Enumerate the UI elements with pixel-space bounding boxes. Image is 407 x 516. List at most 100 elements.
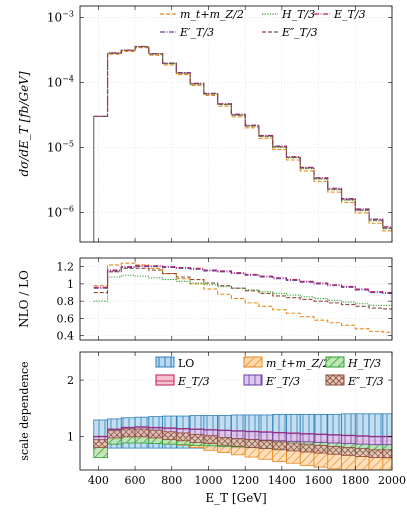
legend-label-ht: H_T/3 — [281, 8, 315, 21]
legend-label-mtmz: m_t+m_Z/2 — [180, 8, 244, 21]
y-tick-label: 0.4 — [57, 330, 75, 343]
band-bin-etpp — [244, 439, 260, 448]
band-bin-etpp — [382, 449, 392, 459]
main-y-axis-label: dσ/dE_T [fb/GeV] — [17, 71, 31, 176]
band-bin-etpp — [203, 435, 219, 444]
band-bin-etpp — [175, 432, 191, 442]
legend-swatch-band-et — [155, 374, 175, 386]
band-bin-etp — [313, 434, 329, 443]
legend-label-band-mtmz: m_t+m_Z/2 — [266, 357, 330, 370]
ratio-y-ticks: 0.4 0.6 0.8 1 1.2 — [57, 261, 392, 343]
y-tick-exponent: −5 — [62, 139, 74, 148]
y-tick-label: 10−5 — [47, 139, 74, 154]
band-bin-etpp — [217, 437, 232, 446]
main-legend: m_t+m_Z/2 H_T/3 E_T/3 E′_T/3 E″_T/3 — [160, 8, 366, 39]
band-bin-mtmz — [341, 454, 356, 470]
ratio-plot-area — [93, 262, 392, 333]
band-bin-etpp — [354, 448, 370, 457]
band-bin-etpp — [313, 444, 329, 454]
legend-label-band-et: E_T/3 — [177, 375, 210, 388]
legend-swatch-band-lo — [155, 356, 175, 368]
band-bin-etp — [368, 436, 384, 446]
scale-x-ticks: 400 600 800 1000 1200 1400 1600 1800 2000 — [88, 352, 406, 487]
y-tick-base: 10 — [47, 205, 62, 219]
band-bin-etpp — [107, 430, 122, 439]
y-tick-label: 2 — [67, 374, 74, 387]
legend-label-band-etp: E′_T/3 — [265, 375, 300, 388]
legend-swatch-band-etp — [243, 374, 263, 386]
band-bin-etp — [286, 433, 301, 442]
ratio-panel: 0.4 0.6 0.8 1 1.2 NLO / LO — [17, 257, 393, 343]
band-bin-etp — [244, 431, 260, 441]
band-bin-mtmz — [354, 456, 370, 470]
scale-frame — [79, 351, 393, 471]
y-tick-label: 1.2 — [57, 261, 75, 274]
band-bin-etp — [272, 432, 287, 442]
x-tick-label: 1200 — [231, 474, 259, 487]
scale-panel: 12 400 600 800 1000 1200 1400 1600 1800 2000 sca… — [18, 351, 406, 505]
band-bin-etpp — [162, 431, 177, 441]
band-etpp — [93, 428, 392, 459]
band-bin-etpp — [341, 447, 356, 456]
main-y-ticks: 10−610−510−410−3 — [47, 9, 392, 219]
band-bin-etpp — [189, 434, 205, 443]
legend-label-et: E_T/3 — [333, 8, 366, 21]
scale-y-ticks: 12 — [67, 374, 392, 443]
scale-legend: LO m_t+m_Z/2 H_T/3 E_T/3 E′_T/3 E″_T/3 — [155, 356, 384, 388]
scale-plot-area — [93, 413, 392, 470]
x-tick-label: 1000 — [194, 474, 222, 487]
band-bin-mtmz — [313, 451, 329, 468]
series-line-mtmz — [93, 47, 392, 232]
y-tick-label: 10−6 — [47, 204, 74, 219]
main-panel: 10−610−510−410−3 dσ/dE_T [fb/GeV] m_t+m_… — [17, 5, 393, 243]
y-tick-base: 10 — [47, 140, 62, 154]
y-tick-base: 10 — [47, 10, 62, 24]
legend-label-band-lo: LO — [178, 357, 194, 370]
band-bin-mtmz — [382, 458, 392, 470]
x-tick-label: 600 — [125, 474, 146, 487]
y-tick-exponent: −6 — [62, 204, 74, 213]
band-bin-etp — [327, 434, 342, 444]
legend-label-band-ht: H_T/3 — [347, 357, 381, 370]
y-tick-exponent: −4 — [62, 74, 74, 83]
y-tick-exponent: −3 — [62, 9, 74, 18]
band-bin-etpp — [148, 429, 163, 439]
band-bin-etpp — [299, 443, 315, 453]
y-tick-label: 10−4 — [47, 74, 74, 89]
band-bin-etpp — [327, 445, 342, 455]
y-tick-label: 0.8 — [57, 295, 75, 308]
main-frame — [79, 5, 393, 243]
ratio-line-etpp — [93, 267, 392, 310]
legend-label-etpp: E″_T/3 — [281, 26, 318, 39]
band-bin-etp — [299, 433, 315, 443]
band-bin-etpp — [272, 441, 287, 451]
y-tick-label: 1 — [67, 278, 74, 291]
legend-swatch-band-mtmz — [243, 356, 263, 368]
band-bin-etpp — [134, 428, 150, 438]
band-bin-etpp — [120, 428, 136, 438]
band-bin-etp — [354, 435, 370, 445]
ratio-x-ticks — [98, 258, 393, 340]
band-bin-etp — [231, 430, 246, 440]
main-x-ticks — [98, 6, 393, 242]
x-tick-label: 1400 — [268, 474, 296, 487]
y-tick-label: 10−3 — [47, 9, 74, 24]
y-tick-label: 1 — [67, 430, 74, 443]
band-bin-etpp — [368, 449, 384, 459]
y-tick-base: 10 — [47, 75, 62, 89]
band-bin-mtmz — [327, 452, 342, 470]
legend-swatch-band-ht — [325, 356, 345, 368]
band-bin-etpp — [231, 438, 246, 447]
band-bin-etpp — [258, 440, 274, 450]
series-line-etpp — [93, 46, 392, 229]
y-tick-label: 0.6 — [57, 312, 75, 325]
x-tick-label: 1800 — [341, 474, 369, 487]
band-bin-etp — [258, 431, 274, 441]
x-tick-label: 800 — [161, 474, 182, 487]
band-bin-ht — [93, 445, 108, 459]
main-plot-area — [93, 45, 392, 242]
band-bin-etp — [382, 436, 392, 446]
scale-y-axis-label: scale dependence — [18, 361, 31, 460]
ratio-y-axis-label: NLO / LO — [17, 270, 31, 328]
legend-label-etp: E′_T/3 — [179, 26, 214, 39]
